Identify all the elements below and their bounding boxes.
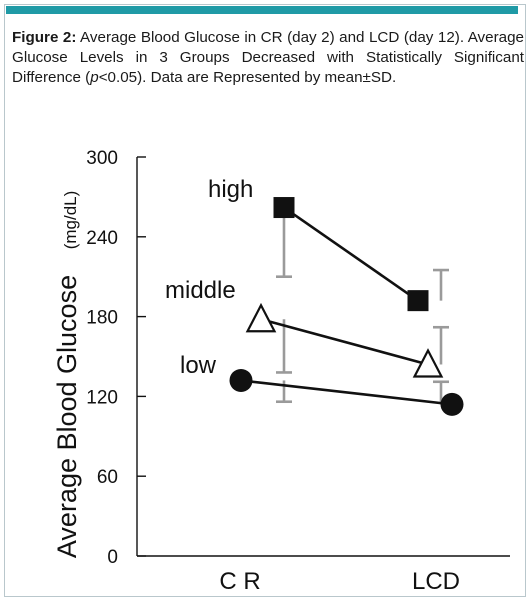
data-point-circle — [440, 392, 464, 416]
caption-text-a: Average Blood Glucose in CR (day 2) and … — [12, 29, 524, 86]
chart-axes — [136, 156, 510, 557]
data-point-square — [407, 290, 429, 312]
figure-accent-bar — [6, 6, 518, 14]
y-tick-label: 300 — [86, 148, 118, 169]
group-label-low: low — [180, 352, 217, 379]
y-axis-unit: (mg/dL) — [61, 191, 80, 250]
group-label-middle: middle — [165, 277, 236, 304]
caption-label: Figure 2: — [12, 29, 77, 46]
y-tick-label: 180 — [86, 308, 118, 329]
chart-labels: 0 60 120 180 240 300 C R LCD Average Blood Gluco… — [52, 148, 460, 595]
data-point-circle — [229, 368, 253, 392]
figure-frame — [4, 4, 526, 597]
data-point-triangle — [412, 348, 444, 378]
series-line-high — [283, 206, 419, 302]
series-line-low — [240, 379, 453, 406]
group-label-high: high — [208, 176, 253, 203]
data-point-triangle — [245, 302, 277, 333]
figure-caption: Figure 2: Average Blood Glucose in CR (d… — [12, 28, 524, 88]
series-lines — [240, 206, 453, 406]
x-category-label: LCD — [412, 568, 460, 595]
data-point-square — [273, 197, 295, 219]
y-tick-label: 0 — [107, 547, 118, 568]
error-bars — [276, 207, 449, 405]
x-category-label: C R — [219, 568, 260, 595]
series-markers — [229, 197, 464, 416]
y-tick-label: 120 — [86, 387, 118, 408]
y-axis-label: Average Blood Glucose — [52, 275, 82, 558]
y-tick-label: 240 — [86, 228, 118, 249]
y-tick-label: 60 — [97, 467, 118, 488]
series-line-middle — [260, 318, 429, 366]
caption-text-b: <0.05). Data are Represented by mean±SD. — [98, 69, 397, 86]
caption-p-symbol: p — [90, 69, 99, 86]
